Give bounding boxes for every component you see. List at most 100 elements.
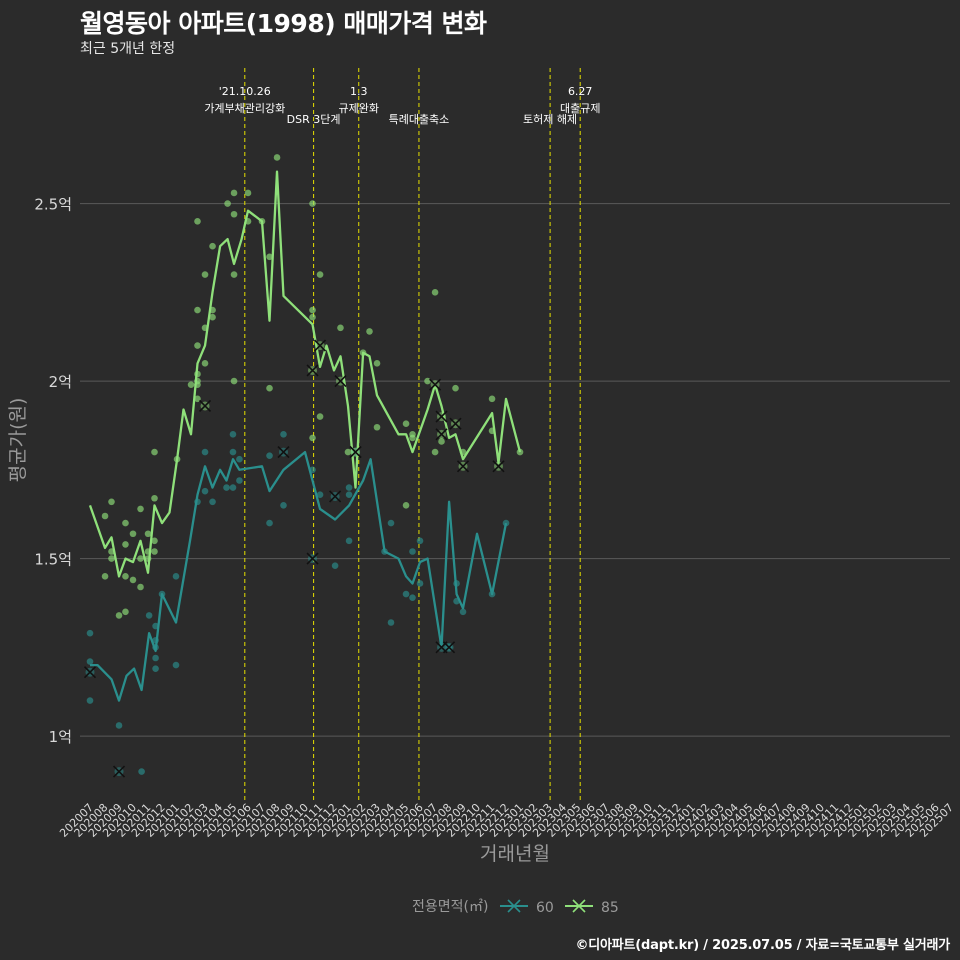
trade-point-60: [229, 484, 237, 491]
event-label: '21.10.26: [219, 85, 271, 98]
event-label: 가계부채관리강화: [204, 102, 285, 115]
y-axis-title: 평균가(원): [7, 398, 29, 483]
trade-point-85: [108, 555, 115, 562]
trade-point-85: [309, 434, 316, 442]
trade-point-60: [209, 498, 216, 506]
event-label: DSR 3단계: [287, 113, 341, 126]
trade-point-85: [129, 530, 137, 538]
cancelled-trade-85: [429, 378, 442, 391]
cancelled-trade-60: [112, 765, 126, 778]
trade-point-85: [424, 377, 431, 385]
trade-point-60: [236, 455, 243, 463]
trade-point-60: [152, 665, 159, 672]
x-axis-title: 거래년월: [480, 843, 550, 865]
trade-point-60: [236, 477, 243, 484]
source-caption: ©디아파트(dapt.kr) / 2025.07.05 / 자료=국토교통부 실…: [575, 938, 950, 953]
trade-point-60: [266, 452, 273, 459]
trade-point-85: [431, 289, 439, 296]
y-tick-label: 2억: [49, 373, 72, 391]
trade-point-85: [431, 448, 439, 456]
trade-point-85: [201, 271, 209, 278]
event-label: 규제완화: [339, 102, 379, 115]
trade-point-85: [187, 381, 195, 388]
trade-point-85: [337, 324, 344, 332]
trade-point-60: [86, 697, 94, 704]
trade-point-85: [452, 384, 459, 392]
trade-point-85: [488, 395, 496, 403]
trade-point-60: [345, 491, 353, 499]
trade-point-85: [122, 541, 129, 548]
trade-point-60: [172, 661, 180, 669]
event-label: 토허제 해제: [523, 112, 577, 126]
trade-point-85: [194, 342, 201, 349]
chart-subtitle: 최근 5개년 한정: [80, 41, 176, 57]
trade-point-85: [129, 576, 137, 584]
trade-point-60: [86, 658, 94, 665]
trade-point-85: [309, 200, 316, 207]
trade-point-85: [151, 494, 158, 502]
cancelled-trade-85: [449, 417, 462, 430]
trade-point-85: [230, 189, 238, 197]
trade-point-85: [409, 434, 416, 442]
trade-point-85: [137, 583, 144, 591]
trade-point-85: [194, 395, 201, 403]
trade-point-85: [309, 313, 316, 321]
event-label: 대출규제: [560, 102, 600, 115]
trade-point-85: [122, 573, 129, 580]
trade-point-60: [409, 548, 416, 555]
legend: 전용면적(㎡) 60 85: [412, 899, 619, 916]
trade-point-85: [230, 210, 238, 218]
trade-point-60: [152, 654, 159, 662]
trade-point-85: [244, 189, 252, 197]
trade-point-85: [230, 377, 238, 385]
y-tick-label: 1억: [49, 728, 72, 746]
cancelled-trade-60: [442, 641, 456, 654]
trade-point-60: [316, 491, 324, 499]
trade-point-60: [402, 590, 410, 598]
trade-point-85: [224, 200, 231, 207]
cancelled-trade-85: [334, 375, 347, 388]
chart-title: 월영동아 아파트(1998) 매매가격 변화: [80, 9, 487, 38]
trade-point-85: [402, 502, 410, 509]
trade-point-60: [416, 537, 424, 545]
cancelled-trade-85: [313, 339, 327, 352]
legend-title: 전용면적(㎡): [412, 899, 488, 915]
trade-point-85: [516, 448, 524, 456]
trade-point-85: [194, 306, 201, 314]
event-label: 6.27: [568, 85, 593, 98]
trade-point-85: [402, 420, 410, 428]
trade-point-85: [122, 608, 129, 616]
cancelled-trade-85: [198, 399, 212, 413]
cancelled-trade-85: [435, 410, 448, 423]
trade-point-85: [194, 218, 201, 225]
trade-point-85: [273, 154, 281, 161]
y-tick-label: 1.5억: [34, 551, 72, 569]
trade-point-85: [209, 313, 216, 321]
trade-point-85: [137, 505, 144, 513]
cancelled-trade-60: [83, 666, 97, 679]
trade-point-60: [345, 537, 353, 545]
cancelled-trade-60: [277, 446, 290, 459]
trade-point-85: [151, 448, 158, 456]
y-tick-label: 2.5억: [34, 196, 72, 214]
cancelled-trade-60: [329, 490, 342, 503]
trade-point-85: [144, 530, 152, 538]
event-label: 특례대출축소: [389, 113, 450, 126]
legend-marker-60: [507, 899, 521, 913]
trade-point-60: [416, 580, 424, 587]
trade-point-85: [316, 413, 324, 420]
trade-point-85: [122, 519, 129, 527]
trade-point-85: [101, 512, 109, 520]
event-label: 1.3: [350, 85, 368, 98]
cancelled-trade-85: [492, 460, 505, 473]
trade-point-85: [438, 438, 445, 445]
trade-point-85: [115, 612, 123, 619]
trade-point-85: [366, 328, 373, 335]
trade-point-60: [145, 612, 153, 619]
trade-point-60: [201, 487, 209, 495]
series-line-85: [88, 170, 522, 578]
cancelled-trade-85: [435, 428, 448, 441]
trade-point-60: [280, 502, 287, 509]
cancelled-trade-85: [349, 446, 362, 459]
trade-point-85: [373, 423, 381, 431]
